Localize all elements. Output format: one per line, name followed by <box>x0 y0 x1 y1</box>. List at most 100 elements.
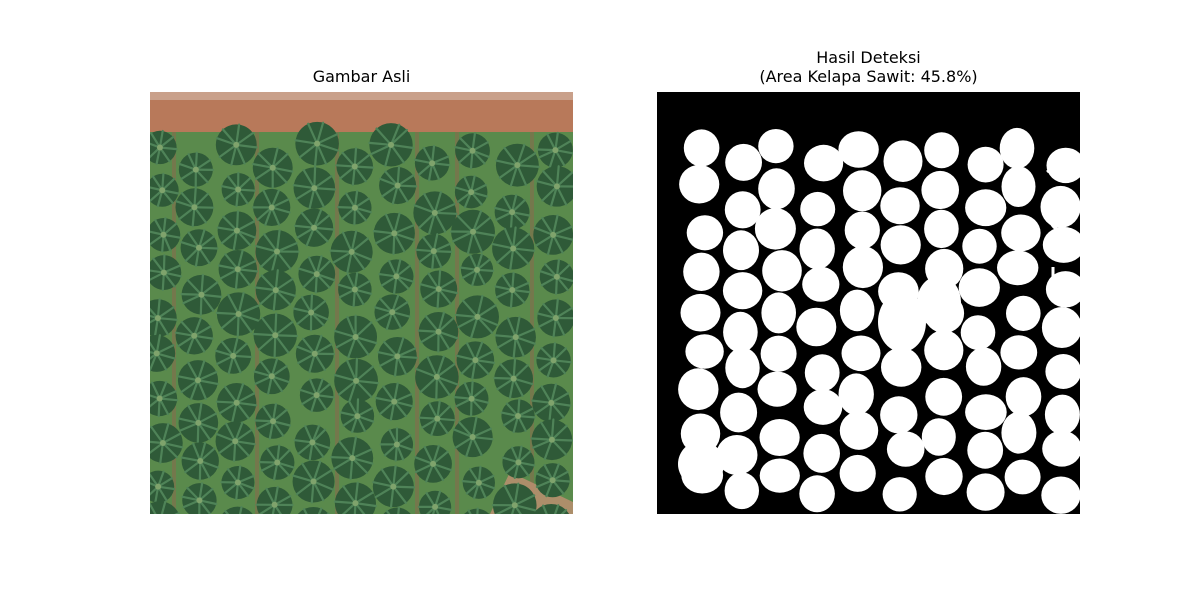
original-aerial-image <box>150 92 573 514</box>
palm-tree <box>530 418 573 461</box>
palm-tree <box>150 334 176 372</box>
palm-tree <box>292 166 337 210</box>
detected-crown <box>1001 411 1037 454</box>
palm-tree <box>215 291 261 337</box>
soil-furrow <box>415 132 419 514</box>
detected-crown <box>958 268 1000 307</box>
detected-crown <box>761 292 796 334</box>
palm-tree <box>177 360 219 401</box>
detection-title-line2: (Area Kelapa Sawit: 45.8%) <box>759 67 978 86</box>
detected-crown <box>1045 354 1080 389</box>
palm-tree <box>251 188 291 227</box>
palm-tree <box>536 298 573 338</box>
palm-tree <box>372 212 415 256</box>
palm-tree <box>252 312 298 358</box>
palm-tree <box>292 293 329 332</box>
palm-tree <box>378 258 414 295</box>
detected-fragment <box>1046 165 1072 174</box>
detected-crown <box>799 228 835 270</box>
detected-crown <box>967 431 1004 469</box>
detected-crown <box>881 347 922 387</box>
palm-tree <box>383 506 411 514</box>
palm-tree <box>454 294 499 339</box>
detected-crown <box>804 354 840 392</box>
detected-crown <box>839 289 875 332</box>
palm-tree <box>215 383 258 423</box>
palm-tree <box>337 271 373 308</box>
palm-tree <box>491 482 537 514</box>
palm-tree <box>453 380 490 417</box>
palm-tree <box>500 398 536 434</box>
palm-tree <box>150 422 184 464</box>
detected-crown <box>683 252 720 291</box>
palm-tree <box>222 506 253 514</box>
detected-crown <box>965 394 1007 430</box>
detected-crown <box>725 143 762 181</box>
detected-crown <box>967 146 1004 183</box>
palm-tree <box>215 123 258 166</box>
palm-tree <box>415 233 453 270</box>
detected-crown <box>1006 295 1041 331</box>
palm-tree <box>417 490 452 514</box>
palm-tree <box>533 503 570 514</box>
palm-tree <box>414 444 452 483</box>
detected-crown-merged <box>917 276 961 328</box>
detected-crown <box>754 208 796 250</box>
palm-tree <box>255 229 300 274</box>
palm-tree <box>258 444 295 481</box>
detected-fragment <box>1047 211 1070 234</box>
palm-tree <box>495 143 540 187</box>
detected-crown <box>962 228 997 264</box>
detected-crown <box>758 129 794 164</box>
palm-tree <box>539 258 573 295</box>
palm-tree <box>464 507 490 514</box>
detected-crown <box>1042 226 1080 263</box>
palm-tree <box>494 271 531 309</box>
detected-crown <box>802 266 840 302</box>
palm-tree <box>150 470 176 504</box>
palm-tree <box>491 226 536 271</box>
palm-tree <box>377 336 418 377</box>
palm-tree <box>333 357 379 403</box>
detected-crown <box>1004 459 1041 495</box>
detected-crown <box>1041 307 1080 348</box>
detected-crown <box>800 191 836 227</box>
detected-crown <box>725 347 760 389</box>
palm-tree <box>502 445 536 479</box>
palm-tree <box>536 131 573 168</box>
palm-tree <box>454 175 488 209</box>
detected-crown <box>960 315 996 350</box>
detected-crown <box>999 127 1035 169</box>
detected-crown <box>924 330 964 371</box>
soil-furrow <box>530 132 534 514</box>
detected-crown <box>1000 335 1038 370</box>
palm-tree <box>150 254 182 291</box>
palm-tree <box>254 402 292 440</box>
palm-tree <box>150 500 180 514</box>
palm-tree <box>150 216 182 253</box>
palm-tree <box>337 190 372 226</box>
palm-tree <box>298 255 336 294</box>
detected-crown <box>843 170 882 212</box>
palm-tree <box>452 416 494 458</box>
detected-crown <box>720 392 758 433</box>
palm-tree <box>175 187 215 228</box>
palm-tree <box>150 129 178 165</box>
detected-crown <box>716 435 758 475</box>
detected-crown <box>880 225 921 265</box>
palm-tree <box>215 421 256 462</box>
detected-crown <box>1001 214 1041 252</box>
detected-crown <box>680 293 721 332</box>
palm-tree <box>456 341 496 380</box>
detected-crown <box>686 215 724 251</box>
palm-tree <box>535 342 572 378</box>
palm-tree <box>379 165 418 205</box>
detected-crown <box>1005 377 1042 417</box>
palm-tree <box>254 269 297 312</box>
detected-crown <box>842 246 883 289</box>
palm-tree <box>531 383 572 423</box>
detected-crown <box>723 230 759 271</box>
detected-crown <box>1042 430 1080 467</box>
palm-tree <box>374 294 411 331</box>
road-edge <box>150 92 573 100</box>
